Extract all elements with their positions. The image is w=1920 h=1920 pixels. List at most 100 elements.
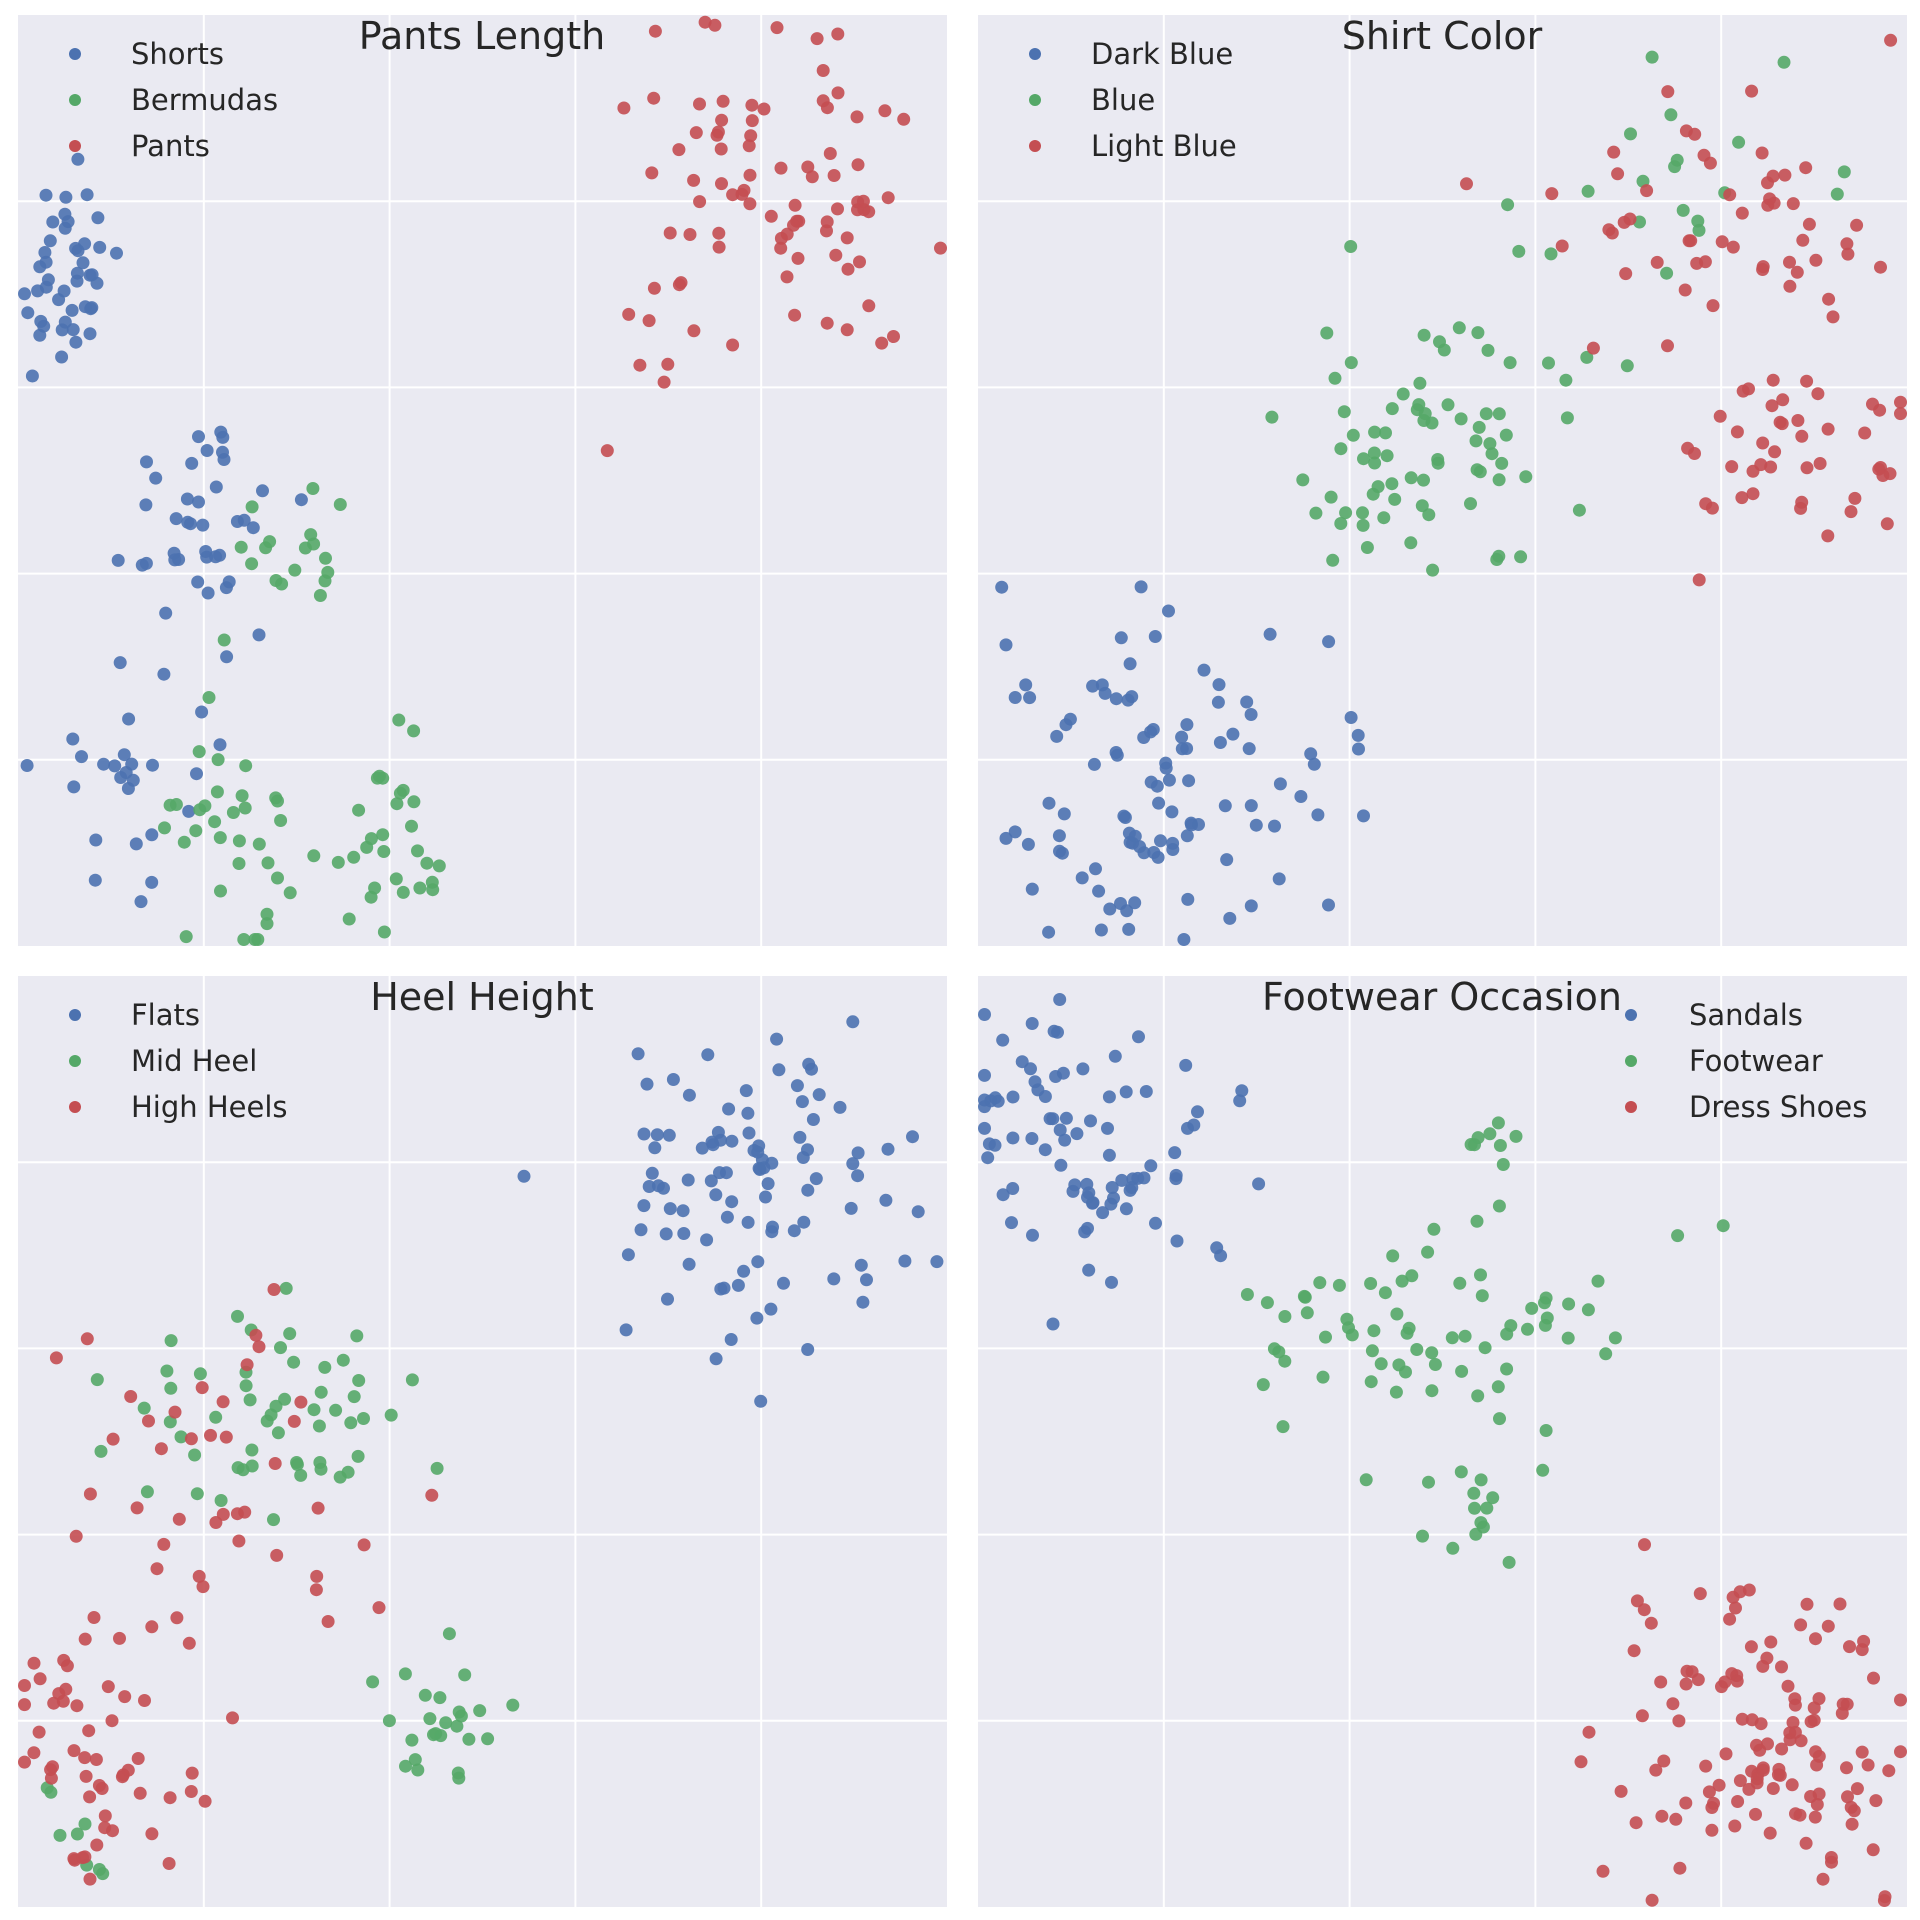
point-light-blue [1821, 529, 1835, 543]
point-dark-blue [1019, 678, 1033, 692]
point-flats [790, 1079, 804, 1093]
point-shorts [181, 515, 195, 529]
point-dark-blue [1042, 925, 1056, 939]
point-dress-shoes [1794, 1618, 1808, 1632]
point-sandals [1038, 1143, 1052, 1157]
point-flats [851, 1146, 865, 1160]
point-bermudas [245, 500, 259, 514]
point-shorts [89, 833, 103, 847]
point-high-heels [195, 1381, 209, 1395]
panel-background [18, 15, 947, 946]
point-dress-shoes [1766, 1782, 1780, 1795]
point-dress-shoes [1672, 1714, 1686, 1728]
legend: Sandals Footwear Dress Shoes [1625, 998, 1867, 1124]
point-mid-heel [347, 1390, 361, 1404]
point-dress-shoes [1764, 1635, 1778, 1649]
point-flats [621, 1248, 635, 1262]
point-flats [741, 1215, 755, 1229]
point-mid-heel [267, 1513, 280, 1527]
point-footwear [1364, 1277, 1378, 1290]
point-shorts [66, 732, 80, 746]
point-sandals [1115, 1173, 1129, 1187]
point-dark-blue [1304, 747, 1318, 761]
point-light-blue [1715, 235, 1729, 249]
grid-lines [18, 15, 947, 946]
point-high-heels [98, 1809, 112, 1823]
point-light-blue [1809, 253, 1823, 267]
point-flats [787, 1224, 801, 1238]
point-high-heels [184, 1432, 198, 1446]
point-blue [1452, 321, 1466, 335]
point-mid-heel [164, 1334, 178, 1348]
point-flats [795, 1095, 809, 1109]
point-flats [682, 1088, 696, 1102]
point-shorts [31, 284, 45, 298]
point-high-heels [18, 1679, 31, 1692]
point-flats [659, 1227, 673, 1241]
point-footwear [1313, 1276, 1327, 1290]
point-shorts [34, 314, 48, 328]
point-footwear [1521, 1322, 1534, 1336]
point-blue [1404, 471, 1418, 485]
legend: Flats Mid Heel High Heels [69, 998, 288, 1124]
point-light-blue [1684, 234, 1698, 248]
point-pants [711, 125, 725, 139]
point-high-heels [18, 1698, 31, 1712]
point-mid-heel [160, 1364, 174, 1378]
point-dress-shoes [1735, 1712, 1749, 1726]
point-blue [1499, 428, 1513, 442]
point-bermudas [411, 844, 424, 858]
point-bermudas [189, 824, 203, 838]
point-blue [1676, 203, 1690, 217]
point-dress-shoes [1638, 1538, 1651, 1552]
point-light-blue [1850, 218, 1864, 232]
point-footwear [1480, 1501, 1494, 1515]
point-bermudas [364, 890, 378, 904]
point-flats [704, 1174, 718, 1188]
point-light-blue [1736, 384, 1750, 398]
point-flats [856, 1295, 870, 1309]
point-flats [851, 1169, 865, 1183]
point-bermudas [263, 535, 277, 549]
point-shorts [191, 575, 205, 589]
panel-title: Footwear Occasion [1262, 975, 1622, 1019]
point-high-heels [27, 1746, 41, 1760]
point-bermudas [389, 872, 403, 886]
point-bermudas [232, 834, 246, 848]
point-dress-shoes [1729, 1601, 1742, 1615]
point-flats [805, 1062, 818, 1076]
point-dress-shoes [1654, 1675, 1668, 1689]
point-bermudas [347, 850, 361, 864]
point-shorts [83, 268, 97, 282]
point-dark-blue [1133, 840, 1147, 854]
legend-marker-sandals [1625, 1009, 1637, 1021]
point-bermudas [370, 771, 384, 785]
point-footwear [1367, 1324, 1381, 1338]
point-blue [1559, 373, 1573, 387]
point-shorts [21, 306, 35, 320]
point-dress-shoes [1733, 1774, 1747, 1788]
point-pants [715, 177, 728, 191]
point-mid-heel [271, 1426, 285, 1440]
point-bermudas [210, 785, 224, 799]
point-flats [759, 1190, 772, 1204]
point-sandals [1105, 1181, 1119, 1194]
point-blue [1485, 447, 1499, 461]
point-flats [797, 1215, 811, 1229]
point-flats [751, 1255, 765, 1269]
point-dark-blue [1242, 742, 1256, 756]
point-pants [897, 112, 911, 126]
point-pants [840, 231, 854, 245]
point-bermudas [269, 574, 283, 587]
point-blue [1344, 356, 1358, 370]
point-footwear [1454, 1465, 1468, 1479]
point-high-heels [170, 1611, 184, 1625]
point-dress-shoes [1627, 1644, 1641, 1658]
point-sandals [1026, 1228, 1039, 1242]
point-flats [725, 1134, 739, 1148]
point-mid-heel [314, 1385, 328, 1399]
point-blue [1660, 266, 1674, 280]
point-flats [666, 1073, 680, 1086]
point-high-heels [240, 1358, 254, 1372]
point-shorts [222, 575, 236, 589]
